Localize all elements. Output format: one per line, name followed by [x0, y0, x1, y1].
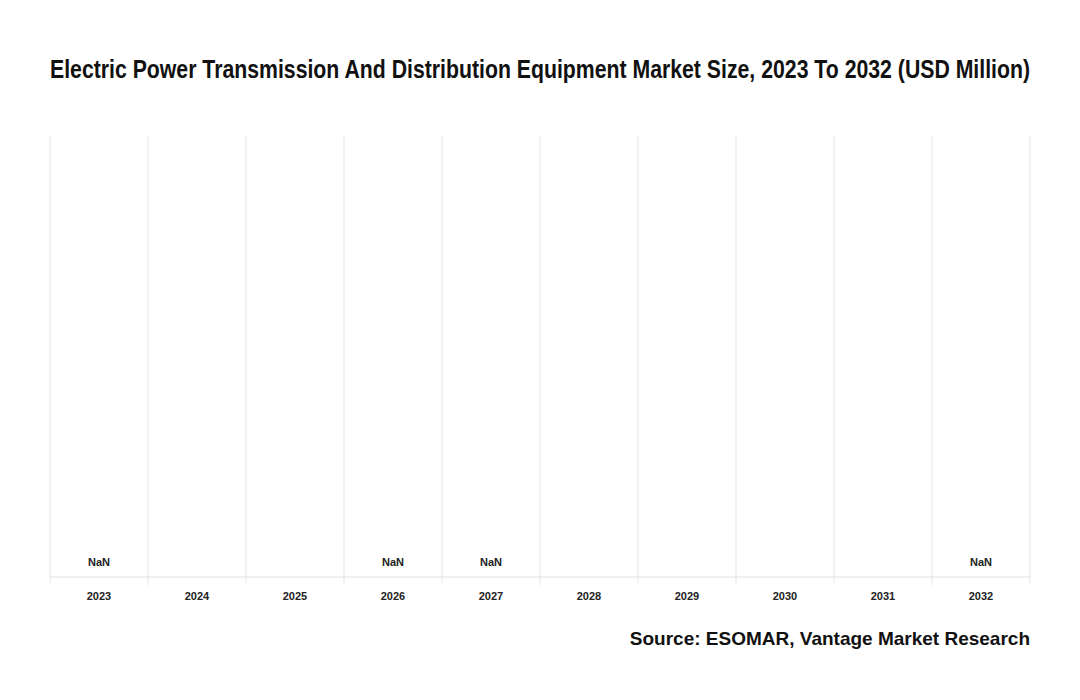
- grid-line: [148, 136, 149, 585]
- x-tick-label: 2027: [479, 590, 503, 602]
- grid-line: [540, 136, 541, 585]
- grid-line: [344, 136, 345, 585]
- grid-line: [442, 136, 443, 585]
- chart-root: Electric Power Transmission And Distribu…: [0, 0, 1080, 700]
- grid-line: [50, 136, 51, 585]
- title: Electric Power Transmission And Distribu…: [50, 54, 1030, 84]
- grid-line: [1030, 136, 1031, 585]
- x-tick-label: 2029: [675, 590, 699, 602]
- grid-line: [638, 136, 639, 585]
- data-label: NaN: [88, 556, 110, 568]
- grid-line: [932, 136, 933, 585]
- x-tick-label: 2032: [969, 590, 993, 602]
- x-axis-line: [50, 577, 1030, 578]
- x-tick-label: 2023: [87, 590, 111, 602]
- data-label: NaN: [970, 556, 992, 568]
- source: Source: ESOMAR, Vantage Market Research: [630, 628, 1030, 649]
- x-tick-label: 2025: [283, 590, 307, 602]
- data-label: NaN: [480, 556, 502, 568]
- x-tick-label: 2031: [871, 590, 895, 602]
- chart: Electric Power Transmission And Distribu…: [0, 0, 1080, 700]
- grid-line: [834, 136, 835, 585]
- grid-line: [736, 136, 737, 585]
- x-tick-label: 2024: [185, 590, 210, 602]
- x-tick-label: 2028: [577, 590, 601, 602]
- data-label: NaN: [382, 556, 404, 568]
- grid-line: [246, 136, 247, 585]
- x-tick-label: 2030: [773, 590, 797, 602]
- x-tick-label: 2026: [381, 590, 405, 602]
